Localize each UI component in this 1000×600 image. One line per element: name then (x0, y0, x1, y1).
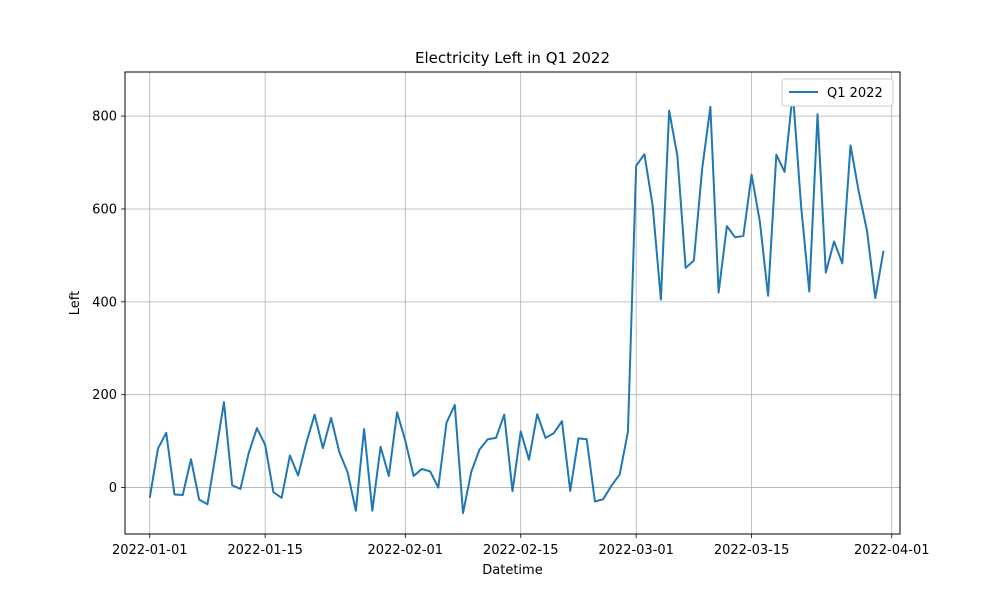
legend-box (781, 78, 894, 107)
y-axis-label: Left (68, 291, 83, 315)
y-tick-label: 600 (92, 202, 117, 217)
x-tick-label: 2022-02-01 (368, 543, 444, 558)
y-tick-label: 200 (92, 388, 117, 403)
y-tick-label: 800 (92, 110, 117, 125)
series-line (148, 91, 885, 515)
x-tick-label: 2022-03-15 (714, 543, 790, 558)
x-tick-label: 2022-03-01 (598, 543, 674, 558)
chart-title: Electricity Left in Q1 2022 (415, 49, 610, 67)
y-axis-ticks: 0 200 400 600 800 (92, 110, 125, 496)
series-layer (148, 91, 885, 515)
x-axis-ticks: 2022-01-01 2022-01-15 2022-02-01 2022-02-15… (112, 534, 930, 558)
grid (125, 72, 900, 534)
legend-label: Q1 2022 (827, 86, 883, 101)
y-tick-label: 0 (109, 481, 117, 496)
y-tick-label: 400 (92, 295, 117, 310)
x-tick-label: 2022-01-01 (112, 543, 188, 558)
x-tick-label: 2022-02-15 (483, 543, 559, 558)
x-tick-label: 2022-01-15 (227, 543, 303, 558)
x-tick-label: 2022-04-01 (854, 543, 930, 558)
legend: Q1 2022 (781, 78, 894, 107)
x-axis-label: Datetime (482, 563, 542, 578)
plot-frame (124, 71, 901, 535)
